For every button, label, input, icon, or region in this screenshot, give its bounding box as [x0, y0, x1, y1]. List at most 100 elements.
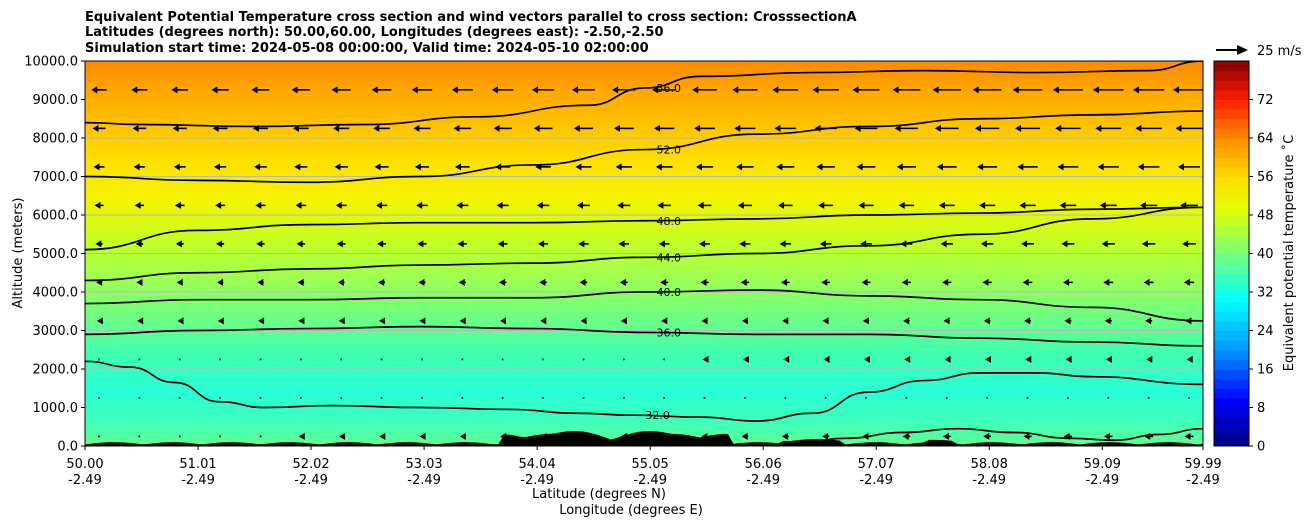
colorbar-band — [1214, 272, 1249, 283]
colorbar-band — [1214, 340, 1249, 351]
y-tick-label: 10000.0 — [24, 55, 78, 70]
wind-vector-head — [1019, 201, 1026, 209]
wind-vector-head — [692, 86, 699, 94]
wind-vector-head — [894, 124, 901, 132]
contour-label: 36.0 — [657, 326, 682, 339]
wind-vector-head — [737, 201, 744, 209]
colorbar-band — [1214, 292, 1249, 303]
wind-vector-head — [95, 240, 102, 248]
wind-vector-head — [457, 240, 464, 248]
wind-vector-head — [617, 201, 624, 209]
colorbar-tick-label: 0 — [1257, 440, 1265, 455]
wind-vector-head — [734, 124, 741, 132]
wind-vector-head — [940, 240, 947, 248]
colorbar-band — [1214, 349, 1249, 360]
x-tick-label-latitude: 58.08 — [971, 457, 1008, 472]
wind-vector-head — [613, 124, 620, 132]
wind-vector-head — [936, 163, 943, 171]
wind-vector-head — [983, 432, 990, 440]
quiver-key-label: 25 m/s — [1257, 44, 1302, 59]
contour-label: 48.0 — [657, 215, 682, 228]
colorbar-band — [1214, 80, 1249, 91]
wind-vector-head — [572, 86, 579, 94]
colorbar-band — [1214, 243, 1249, 254]
x-tick-label-latitude: 56.06 — [745, 457, 782, 472]
x-tick-label-latitude: 55.05 — [632, 457, 669, 472]
wind-vector-head — [296, 240, 303, 248]
colorbar-band — [1214, 397, 1249, 408]
wind-vector-head — [1059, 201, 1066, 209]
wind-vector-head — [741, 317, 748, 325]
x-tick-label-longitude: -2.49 — [181, 473, 215, 488]
title-line-3: Simulation start time: 2024-05-08 00:00:… — [85, 41, 649, 56]
y-tick-label: 7000.0 — [33, 170, 79, 185]
wind-vector-head — [453, 124, 460, 132]
x-tick-label-longitude: -2.49 — [407, 473, 441, 488]
wind-vectors — [91, 86, 1203, 440]
x-tick-label-latitude: 50.00 — [66, 457, 103, 472]
wind-vector-dot — [622, 358, 625, 361]
wind-vector-head — [699, 240, 706, 248]
wind-vector-head — [736, 163, 743, 171]
wind-vector-head — [1064, 317, 1071, 325]
title-line-2: Latitudes (degrees north): 50.00,60.00, … — [85, 25, 664, 40]
wind-vector-head — [373, 124, 380, 132]
colorbar-tick-label: 72 — [1257, 93, 1274, 108]
wind-vector-head — [291, 86, 298, 94]
wind-vector-head — [96, 317, 103, 325]
wind-vector-head — [861, 278, 868, 286]
wind-vector-dot — [501, 358, 504, 361]
wind-vector-head — [378, 278, 385, 286]
x-tick-label-longitude: -2.49 — [972, 473, 1006, 488]
wind-vector-head — [1063, 432, 1070, 440]
wind-vector-head — [334, 163, 341, 171]
wind-vector-head — [619, 278, 626, 286]
wind-vector-dot — [905, 396, 908, 399]
wind-vector-head — [660, 278, 667, 286]
wind-vector-head — [902, 432, 909, 440]
quiver-key: 25 m/s — [1216, 44, 1302, 59]
wind-vector-head — [892, 86, 899, 94]
wind-vector-head — [654, 124, 661, 132]
wind-vector-head — [1063, 278, 1070, 286]
wind-vector-dot — [582, 396, 585, 399]
wind-vector-dot — [259, 396, 262, 399]
wind-vector-dot — [380, 358, 383, 361]
wind-vector-head — [418, 278, 425, 286]
wind-vector-head — [413, 124, 420, 132]
wind-vector-head — [493, 124, 500, 132]
wind-vector-head — [136, 278, 143, 286]
wind-vector-head — [1021, 240, 1028, 248]
contour-line — [85, 360, 1203, 422]
wind-vector-head — [1175, 124, 1182, 132]
wind-vector-dot — [340, 396, 343, 399]
wind-vector-head — [298, 432, 305, 440]
wind-vector-head — [822, 317, 829, 325]
wind-vector-head — [93, 163, 100, 171]
wind-vector-head — [661, 317, 668, 325]
colorbar-band — [1214, 109, 1249, 120]
wind-vector-head — [934, 124, 941, 132]
wind-vector-head — [620, 317, 627, 325]
wind-vector-head — [860, 240, 867, 248]
colorbar-band — [1214, 359, 1249, 370]
contour-label: 32.0 — [645, 409, 670, 422]
colorbar-band — [1214, 118, 1249, 129]
wind-vector-head — [1065, 355, 1072, 363]
x-tick-label-latitude: 54.04 — [519, 457, 556, 472]
wind-vector-head — [778, 201, 785, 209]
wind-vector-head — [96, 278, 103, 286]
wind-vector-head — [411, 86, 418, 94]
wind-vector-dot — [138, 435, 141, 438]
wind-vector-head — [1104, 317, 1111, 325]
y-tick-label: 0.0 — [57, 440, 78, 455]
wind-vector-head — [257, 278, 264, 286]
wind-vector-dot — [420, 396, 423, 399]
wind-vector-head — [495, 163, 502, 171]
wind-vector-head — [298, 317, 305, 325]
wind-vector-head — [1141, 240, 1148, 248]
wind-vector-dot — [138, 396, 141, 399]
wind-vector-head — [215, 201, 222, 209]
x-tick-label-latitude: 59.99 — [1184, 457, 1221, 472]
wind-vector-head — [175, 240, 182, 248]
